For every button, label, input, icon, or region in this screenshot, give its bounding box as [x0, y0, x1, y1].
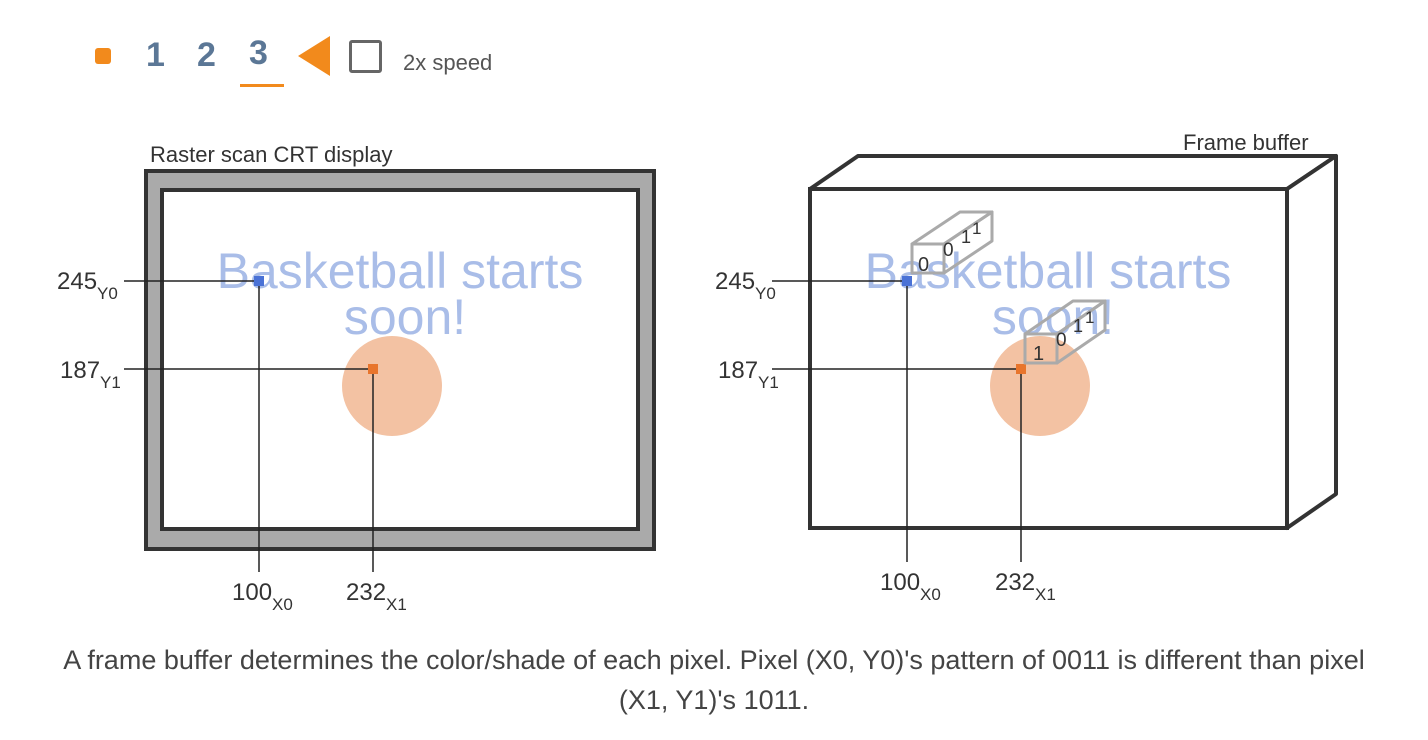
fb-y1-label: 187Y1: [718, 357, 779, 392]
caption: A frame buffer determines the color/shad…: [63, 645, 1365, 715]
bit-x0y0-1: 0: [918, 254, 929, 276]
step-3-button[interactable]: 3: [249, 34, 268, 72]
crt-pixel-x1y1: [368, 364, 378, 374]
crt-message-line1: Basketball starts: [217, 243, 584, 299]
back-triangle-icon[interactable]: [298, 36, 330, 76]
bit-x0y0-2: 0: [943, 240, 954, 261]
crt-x0-label: 100X0: [232, 579, 293, 614]
crt-message-line2: soon!: [344, 289, 466, 345]
bit-x1y1-3: 1: [1073, 316, 1083, 336]
bit-x1y1-2: 0: [1056, 330, 1067, 351]
fb-message-line1: Basketball starts: [865, 243, 1232, 299]
bit-stack-x0y0: [910, 210, 994, 275]
fb-pixel-x1y1: [1016, 364, 1026, 374]
fb-x1-label: 232X1: [995, 569, 1056, 604]
fb-x0-label: 100X0: [880, 569, 941, 604]
bit-x0y0-4: 1: [972, 219, 981, 238]
crt-pixel-x0y0: [254, 276, 264, 286]
stop-button[interactable]: [95, 48, 111, 64]
frame-buffer-top-face: [808, 154, 1338, 191]
speed-checkbox[interactable]: [349, 40, 382, 73]
speed-label: 2x speed: [403, 50, 493, 75]
fb-pixel-x0y0: [902, 276, 912, 286]
fb-message-line2: soon!: [992, 289, 1114, 345]
bit-x1y1-4: 1: [1085, 308, 1094, 327]
crt-display: Raster scan CRT display Basketball start…: [57, 142, 656, 614]
bit-stack-x1y1: [1023, 299, 1107, 365]
active-step-indicator: [240, 84, 284, 87]
crt-y0-label: 245Y0: [57, 268, 118, 303]
fb-y0-label: 245Y0: [715, 268, 776, 303]
crt-ball: [342, 336, 442, 436]
step-1-button[interactable]: 1: [146, 36, 165, 74]
animation-controls: 1 2 3 2x speed: [0, 0, 600, 100]
bit-x0y0-3: 1: [961, 227, 971, 247]
bit-x1y1-1: 1: [1033, 343, 1044, 365]
fb-ball: [990, 336, 1090, 436]
frame-buffer-title: Frame buffer: [1183, 130, 1309, 155]
crt-title: Raster scan CRT display: [150, 142, 393, 167]
crt-y1-label: 187Y1: [60, 357, 121, 392]
crt-x1-label: 232X1: [346, 579, 407, 614]
step-2-button[interactable]: 2: [197, 36, 216, 74]
frame-buffer-side-face: [1285, 154, 1338, 530]
frame-buffer: Frame buffer Basketball starts soon! 0 0…: [715, 130, 1338, 604]
